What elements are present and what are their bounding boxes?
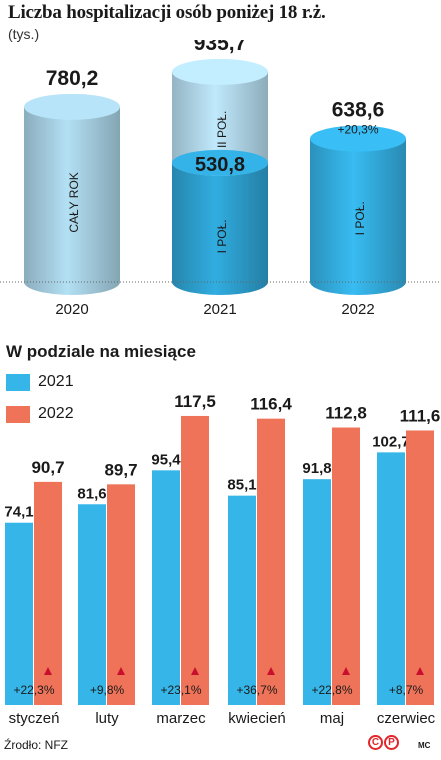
segment-label-2022: I POŁ. [353,201,367,235]
chart-title: Liczba hospitalizacji osób poniżej 18 r.… [8,2,326,23]
bar-label-2021-marzec: 95,4 [151,451,181,468]
legend-item-2021: 2021 [6,373,74,391]
bar-label-2022-marzec: 117,5 [174,392,216,411]
up-triangle-icon [117,667,125,675]
change-label-luty: +9,8% [90,683,125,697]
bar-label-2022-kwiecień: 116,4 [250,395,292,414]
cyl-2021-h1-body [172,162,268,295]
logo-c-icon: C [368,735,383,750]
bar-label-2022-luty: 89,7 [104,460,137,479]
up-triangle-icon [267,667,275,675]
up-triangle-icon [416,667,424,675]
cylinder-chart: CAŁY ROK 780,2 2020 530,8 II POŁ. I POŁ. 935,7… [0,40,441,318]
segment-label-2021-h1: I POŁ. [215,219,229,253]
cyl-2020-body [24,106,120,296]
change-label-styczeń: +22,3% [13,683,54,697]
month-label-czerwiec: czerwiec [377,710,436,727]
value-label-2022: 638,6 [332,99,385,122]
cyl-2021-cap [172,58,268,85]
source-note: Źrodło: NFZ [4,738,69,752]
bar-2021-styczeń [5,522,33,705]
author-initials: MC [418,741,431,750]
bar-2022-kwiecień [257,418,285,705]
value-label-2021: 935,7 [194,40,247,55]
legend-label-2021: 2021 [38,373,74,390]
bar-label-2021-czerwiec: 102,7 [372,433,410,450]
cyl-2021-h2-body [172,71,268,176]
monthly-bar-chart: 74,1 90,7 +22,3% styczeń 81,6 89,7 +9,8% luty 95… [4,392,441,727]
month-label-maj: maj [320,710,344,727]
legend-item-2022: 2022 [6,405,74,423]
month-label-styczeń: styczeń [9,710,60,727]
bar-label-2021-luty: 81,6 [77,485,106,502]
bar-2022-maj [332,427,360,705]
month-label-marzec: marzec [156,710,206,727]
bar-label-2022-czerwiec: 111,6 [400,406,441,425]
bar-2021-luty [78,504,106,705]
value-label-2020: 780,2 [46,67,99,90]
change-label-maj: +22,8% [311,683,352,697]
legend-swatch-2021 [6,373,30,391]
up-triangle-icon [44,667,52,675]
bar-2021-czerwiec [377,452,405,705]
bar-label-2021-maj: 91,8 [302,460,331,477]
up-triangle-icon [191,667,199,675]
bar-2022-marzec [181,415,209,705]
change-label-czerwiec: +8,7% [389,683,424,697]
unit-label: (tys.) [8,26,40,42]
publisher-logo: C P [368,735,399,750]
logo-p-icon: P [384,735,399,750]
cyl-2021-h1-cap [172,149,268,176]
month-label-luty: luty [95,710,119,727]
legend-swatch-2022 [6,405,30,423]
change-label-kwiecień: +36,7% [236,683,277,697]
up-triangle-icon [342,667,350,675]
cyl-2022-body [310,138,406,295]
bar-label-2021-kwiecień: 85,1 [227,477,256,494]
category-label-2020: 2020 [55,301,88,318]
bar-2021-maj [303,479,331,705]
bar-2022-czerwiec [406,430,434,705]
bar-label-2022-maj: 112,8 [325,404,367,423]
bar-2021-marzec [152,470,180,705]
legend-label-2022: 2022 [38,405,74,422]
segment-label-2021-h2: II POŁ. [215,111,229,148]
value-label-2021-h1: 530,8 [195,154,245,176]
category-label-2021: 2021 [203,301,236,318]
bar-2021-kwiecień [228,495,256,705]
cyl-2020-cap [24,93,120,120]
bar-label-2022-styczeń: 90,7 [31,458,64,477]
monthly-section-title: W podziale na miesiące [6,342,196,361]
category-label-2022: 2022 [341,301,374,318]
bar-label-2021-styczeń: 74,1 [4,504,33,521]
change-label-2022: +20,3% [337,123,378,137]
cyl-2022-cap [310,125,406,152]
month-label-kwiecień: kwiecień [228,710,286,727]
segment-label-2020: CAŁY ROK [67,172,81,232]
change-label-marzec: +23,1% [160,683,201,697]
